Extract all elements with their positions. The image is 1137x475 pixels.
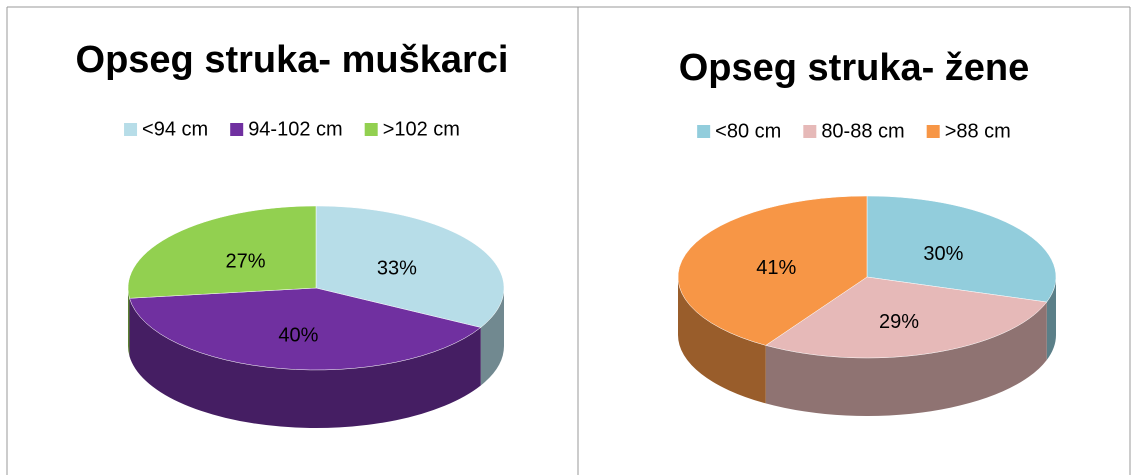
data-label: 30% <box>923 243 963 265</box>
legend-label: >88 cm <box>945 120 1011 142</box>
data-label: 29% <box>879 311 919 333</box>
legend-swatch <box>364 123 378 136</box>
chart-title: Opseg struka- muškarci <box>76 39 509 81</box>
slice <box>129 287 482 371</box>
data-label: 41% <box>756 257 796 279</box>
slice <box>127 205 317 299</box>
legend-label: <94 cm <box>142 118 208 140</box>
data-label: 40% <box>278 325 318 347</box>
legend-swatch <box>124 123 138 136</box>
slice-side <box>480 288 504 386</box>
slice-side <box>677 277 766 404</box>
legend-label: 94-102 cm <box>248 118 343 140</box>
slice <box>765 276 1048 359</box>
legend-label: <80 cm <box>715 120 781 142</box>
slice-side <box>765 302 1047 416</box>
slice <box>315 205 505 328</box>
legend-swatch <box>803 125 817 138</box>
legend-swatch <box>926 125 940 138</box>
legend-swatch <box>697 125 711 138</box>
slice-side <box>1046 277 1056 361</box>
slice <box>677 195 868 346</box>
slice <box>866 195 1057 303</box>
slice-side <box>128 288 130 357</box>
legend-swatch <box>230 123 244 136</box>
slice-side <box>129 298 481 429</box>
chart-title: Opseg struka- žene <box>679 47 1030 89</box>
data-label: 27% <box>225 250 265 272</box>
legend-label: 80-88 cm <box>821 120 904 142</box>
data-label: 33% <box>377 257 417 279</box>
legend-label: >102 cm <box>383 118 460 140</box>
